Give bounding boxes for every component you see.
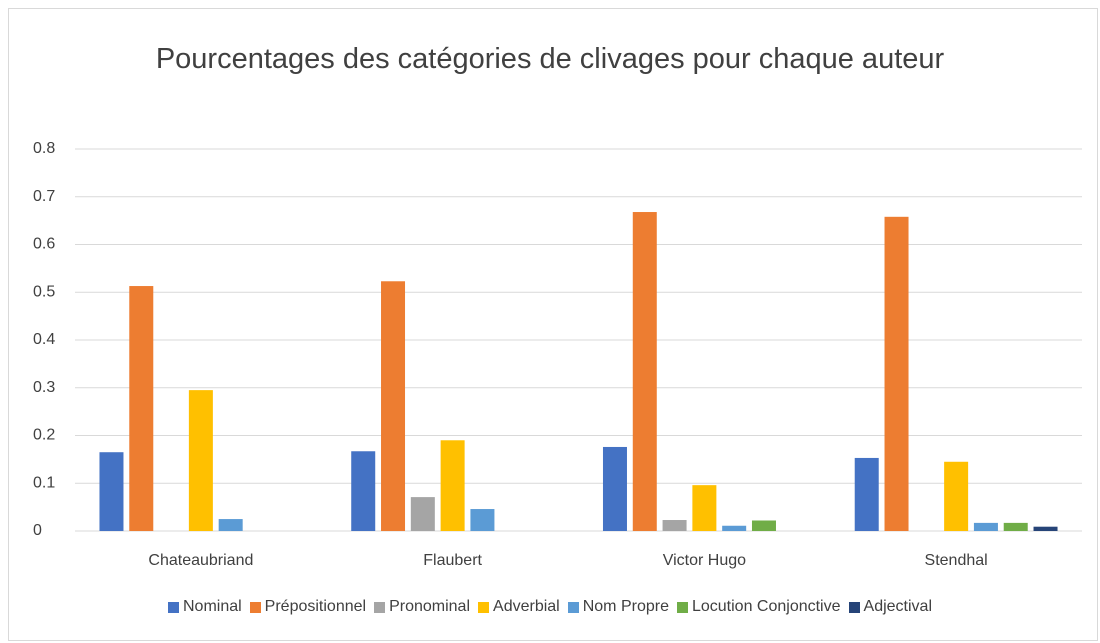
y-tick-label: 0.5: [33, 283, 55, 300]
legend-item: Nominal: [167, 598, 242, 616]
y-tick-label: 0.8: [33, 140, 55, 157]
bar: [381, 281, 406, 531]
legend-swatch: [167, 601, 179, 613]
bar: [854, 457, 879, 531]
legend-label: Prépositionnel: [264, 598, 367, 615]
bar: [602, 446, 627, 531]
legend-item: Adjectival: [848, 598, 932, 616]
y-tick-label: 0.7: [33, 188, 55, 205]
legend-swatch: [848, 601, 860, 613]
bar: [410, 497, 435, 531]
legend-swatch: [249, 601, 261, 613]
bar: [188, 390, 213, 531]
legend: Nominal Prépositionnel Pronominal Adverbial…: [0, 598, 1100, 616]
bar: [973, 522, 998, 531]
legend-swatch: [478, 601, 490, 613]
legend-label: Nom Propre: [582, 598, 669, 615]
x-tick-label: Chateaubriand: [148, 552, 253, 569]
y-tick-label: 0.4: [33, 331, 55, 348]
y-tick-label: 0.6: [33, 236, 55, 253]
y-tick-label: 0.1: [33, 474, 55, 491]
bar: [470, 509, 495, 531]
legend-label: Nominal: [182, 598, 242, 615]
bar: [884, 216, 909, 531]
bar: [351, 451, 376, 531]
bar: [1033, 526, 1058, 531]
bar: [692, 485, 717, 531]
legend-item: Prépositionnel: [249, 598, 367, 616]
legend-item: Locution Conjonctive: [676, 598, 841, 616]
bar: [662, 520, 687, 531]
chart-title: Pourcentages des catégories de clivages …: [155, 43, 945, 75]
x-tick-label: Victor Hugo: [663, 552, 746, 569]
legend-label: Adverbial: [493, 598, 560, 615]
bar: [440, 440, 465, 531]
y-tick-label: 0: [33, 522, 42, 539]
y-tick-label: 0.3: [33, 379, 55, 396]
y-tick-label: 0.2: [33, 427, 55, 444]
bar: [129, 286, 154, 531]
legend-item: Nom Propre: [567, 598, 669, 616]
bar: [632, 212, 657, 531]
bar: [751, 520, 776, 531]
chart-frame: [8, 8, 1098, 641]
bar: [1003, 522, 1028, 531]
legend-label: Locution Conjonctive: [691, 598, 841, 615]
bar: [218, 519, 243, 531]
legend-item: Adverbial: [478, 598, 560, 616]
x-tick-label: Stendhal: [925, 552, 988, 569]
bar: [99, 452, 124, 531]
bar: [722, 525, 747, 531]
legend-swatch: [567, 601, 579, 613]
legend-label: Adjectival: [863, 598, 932, 615]
legend-label: Pronominal: [389, 598, 471, 615]
legend-item: Pronominal: [374, 598, 470, 616]
legend-swatch: [676, 601, 688, 613]
bar: [944, 461, 969, 531]
legend-swatch: [374, 601, 386, 613]
x-tick-label: Flaubert: [423, 552, 482, 569]
